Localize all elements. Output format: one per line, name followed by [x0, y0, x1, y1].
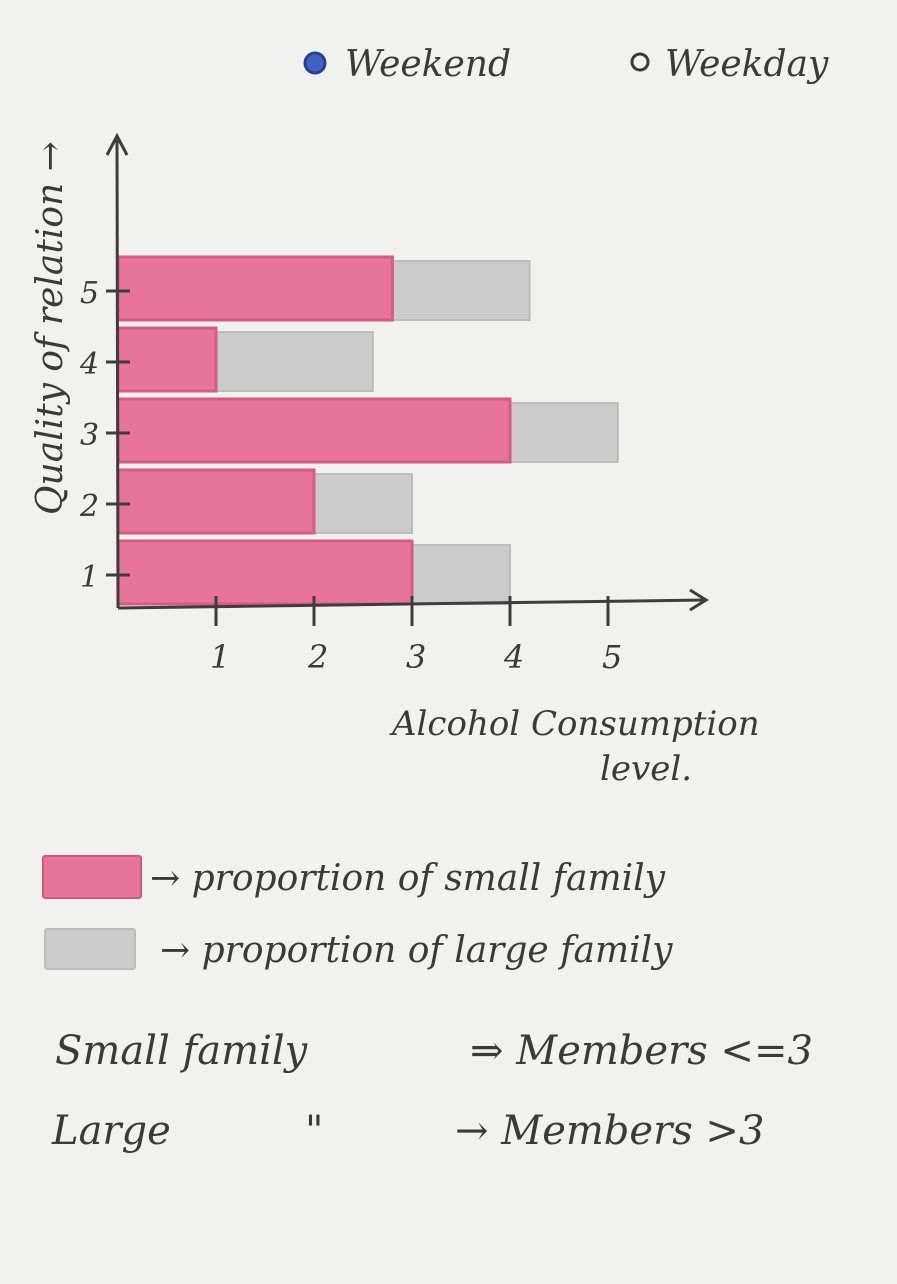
small-family-legend-label: → proportion of small family — [150, 858, 666, 899]
x-axis-title-line2: level. — [600, 749, 692, 789]
small-family-swatch — [42, 855, 142, 899]
bars-layer — [116, 255, 619, 606]
x-axis-title-line1: Alcohol Consumption — [389, 704, 760, 744]
large-family-legend-label: → proportion of large family — [160, 930, 673, 971]
small-family-definition-label: Small family — [55, 1028, 308, 1074]
small-family-bar-1 — [116, 539, 414, 606]
weekday-legend-dot — [630, 52, 650, 72]
x-tick-label-4: 4 — [503, 638, 524, 676]
y-tick-label-3: 3 — [80, 418, 99, 453]
large-family-bar-2 — [313, 473, 413, 534]
small-family-bar-2 — [116, 468, 316, 535]
weekday-legend-label: Weekday — [665, 44, 829, 85]
small-family-definition-rule: ⇒ Members <=3 — [470, 1028, 813, 1074]
large-family-bar-1 — [411, 544, 511, 605]
y-tick-label-2: 2 — [79, 489, 99, 524]
y-axis-title: Quality of relation → — [30, 141, 71, 515]
large-family-bar-4 — [215, 331, 374, 392]
ticks-layer: 1 2 3 4 5 1 2 3 4 5 — [79, 276, 622, 676]
x-tick-label-5: 5 — [602, 638, 622, 676]
x-tick-label-1: 1 — [210, 638, 230, 676]
weekend-legend-label: Weekend — [345, 44, 511, 85]
large-family-definition-label: Large — [52, 1108, 171, 1154]
y-tick-label-4: 4 — [79, 347, 99, 382]
y-axis-line — [115, 139, 120, 609]
y-tick-label-1: 1 — [80, 560, 99, 595]
large-family-bar-5 — [391, 260, 531, 321]
large-family-swatch — [44, 928, 136, 970]
x-tick-label-3: 3 — [406, 638, 426, 676]
weekend-legend-dot — [303, 51, 327, 75]
x-axis-arrow-icon — [689, 588, 709, 612]
large-family-ditto-mark: " — [305, 1108, 324, 1154]
large-family-definition-rule: → Members >3 — [455, 1108, 765, 1154]
small-family-bar-4 — [116, 326, 218, 393]
y-axis-arrow-icon — [105, 132, 129, 156]
small-family-bar-5 — [116, 255, 394, 322]
y-tick-label-5: 5 — [80, 276, 99, 311]
large-family-bar-3 — [509, 402, 619, 463]
x-tick-label-2: 2 — [307, 638, 328, 676]
small-family-bar-3 — [116, 397, 512, 464]
